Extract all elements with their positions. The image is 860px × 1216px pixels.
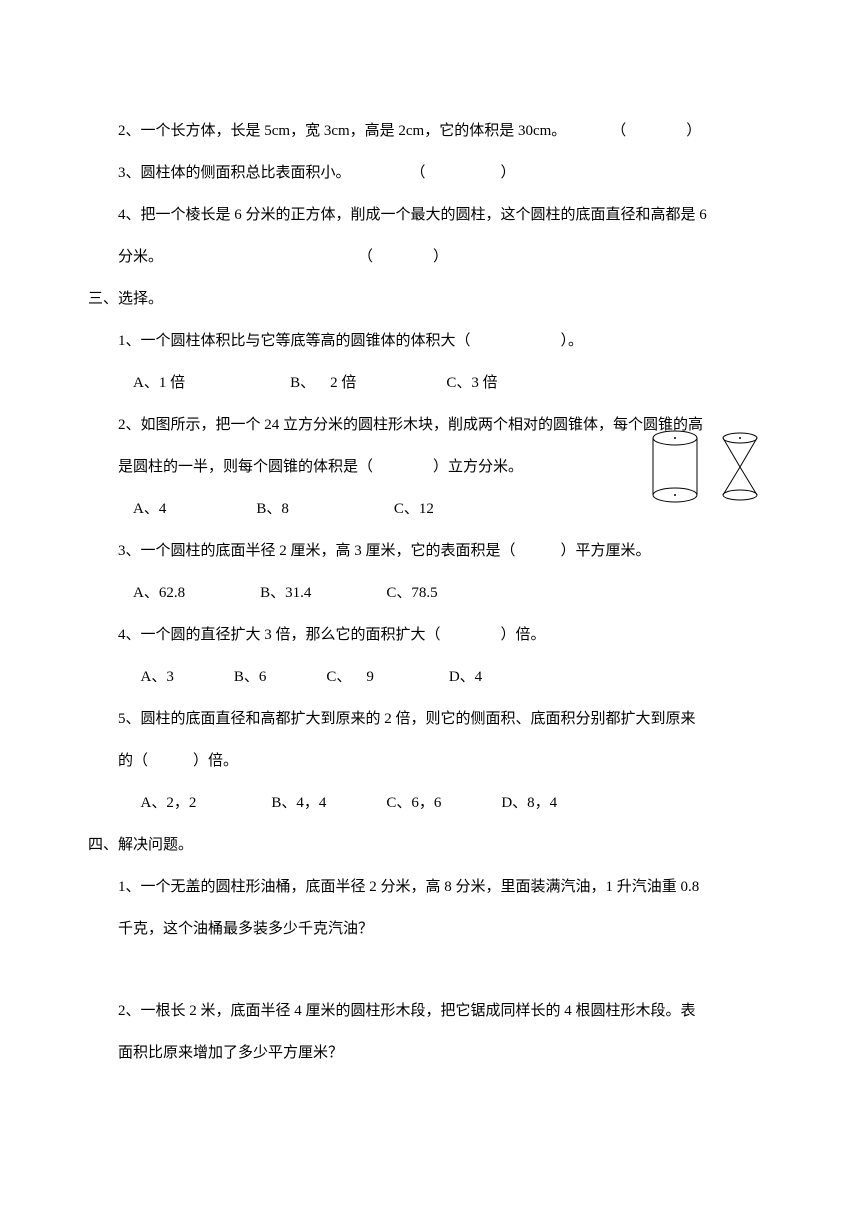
spacing xyxy=(88,950,772,990)
sec3-q5-line2: 的（ ）倍。 xyxy=(88,740,772,782)
section4-header: 四、解决问题。 xyxy=(88,824,772,866)
section3-header: 三、选择。 xyxy=(88,278,772,320)
sec2-q4-line1: 4、把一个棱长是 6 分米的正方体，削成一个最大的圆柱，这个圆柱的底面直径和高都… xyxy=(88,194,772,236)
sec4-q2-line2: 面积比原来增加了多少平方厘米？ xyxy=(88,1032,772,1074)
cylinder-icon xyxy=(650,430,700,505)
sec3-q1: 1、一个圆柱体积比与它等底等高的圆锥体的体积大（ ）。 xyxy=(88,320,772,362)
sec3-q5-options: A、2，2 B、4，4 C、6，6 D、8，4 xyxy=(88,782,772,824)
sec3-q3: 3、一个圆柱的底面半径 2 厘米，高 3 厘米，它的表面积是（ ）平方厘米。 xyxy=(88,530,772,572)
sec4-q1-line1: 1、一个无盖的圆柱形油桶，底面半径 2 分米，高 8 分米，里面装满汽油，1 升… xyxy=(88,866,772,908)
geometry-diagram xyxy=(650,430,760,510)
sec4-q2-line1: 2、一根长 2 米，底面半径 4 厘米的圆柱形木段，把它锯成同样长的 4 根圆柱… xyxy=(88,990,772,1032)
sec3-q4: 4、一个圆的直径扩大 3 倍，那么它的面积扩大（ ）倍。 xyxy=(88,614,772,656)
sec2-q2: 2、一个长方体，长是 5cm，宽 3cm，高是 2cm，它的体积是 30cm。 … xyxy=(88,110,772,152)
sec2-q3: 3、圆柱体的侧面积总比表面积小。 （ ） xyxy=(88,152,772,194)
double-cone-icon xyxy=(720,430,760,505)
sec3-q4-options: A、3 B、6 C、 9 D、4 xyxy=(88,656,772,698)
sec3-q3-options: A、62.8 B、31.4 C、78.5 xyxy=(88,572,772,614)
sec2-q4-line2: 分米。 （ ） xyxy=(88,236,772,278)
sec3-q1-options: A、1 倍 B、 2 倍 C、3 倍 xyxy=(88,362,772,404)
sec3-q5-line1: 5、圆柱的底面直径和高都扩大到原来的 2 倍，则它的侧面积、底面积分别都扩大到原… xyxy=(88,698,772,740)
sec4-q1-line2: 千克，这个油桶最多装多少千克汽油？ xyxy=(88,908,772,950)
